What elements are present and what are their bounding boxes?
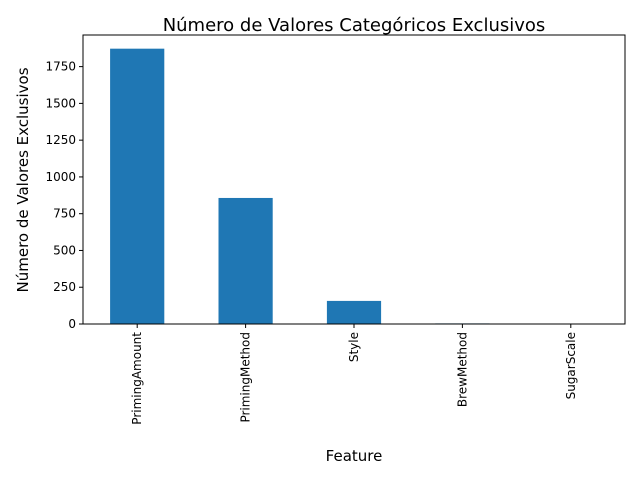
chart-title: Número de Valores Categóricos Exclusivos <box>163 15 546 36</box>
y-tick-label: 1000 <box>45 170 76 184</box>
y-axis-label: Número de Valores Exclusivos <box>14 67 32 292</box>
x-tick-label: BrewMethod <box>455 332 469 407</box>
bar-Style <box>327 301 381 324</box>
x-axis: PrimingAmount PrimingMethod Style BrewMetho… <box>130 324 578 425</box>
y-tick-label: 1750 <box>45 60 76 74</box>
y-tick-label: 1250 <box>45 133 76 147</box>
x-tick-label: SugarScale <box>564 332 578 399</box>
y-tick-label: 500 <box>53 243 76 257</box>
y-tick-label: 1500 <box>45 96 76 110</box>
x-tick-label: PrimingMethod <box>239 332 253 423</box>
y-tick-label: 250 <box>53 280 76 294</box>
bar-PrimingAmount <box>110 49 164 324</box>
y-tick-label: 0 <box>68 317 76 331</box>
y-tick-label: 750 <box>53 207 76 221</box>
x-tick-label: PrimingAmount <box>130 332 144 425</box>
bar-PrimingMethod <box>219 198 273 324</box>
x-axis-label: Feature <box>326 447 383 465</box>
y-axis: 0 250 500 750 1000 1250 1500 1750 <box>45 60 83 331</box>
x-tick-label: Style <box>347 332 361 362</box>
bars-group <box>110 49 598 324</box>
